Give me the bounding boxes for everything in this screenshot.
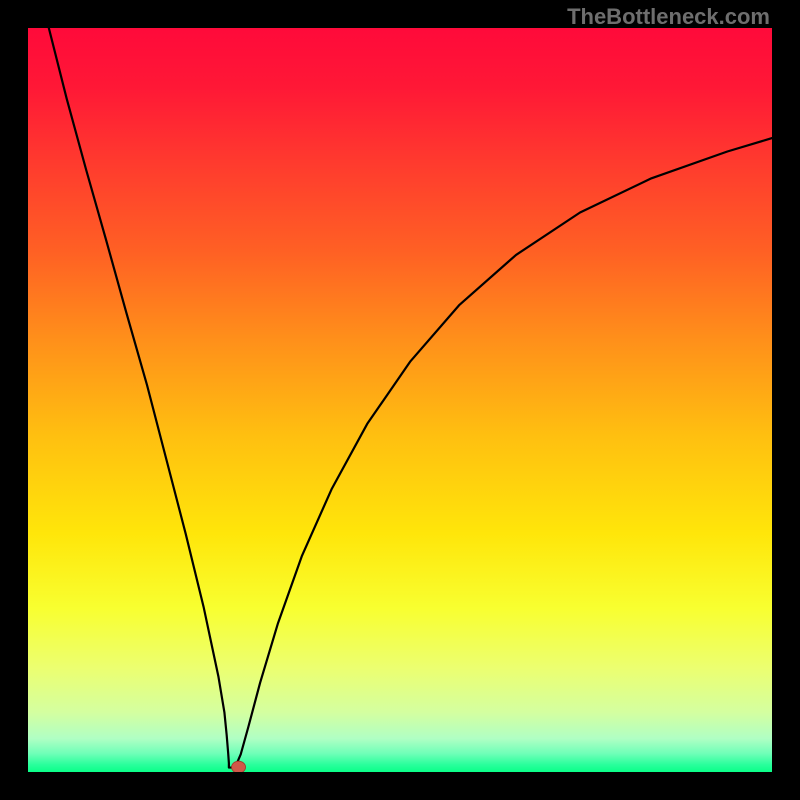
plot-background-gradient xyxy=(28,28,772,772)
bottleneck-chart xyxy=(28,28,772,772)
minimum-marker xyxy=(232,761,246,772)
watermark-text: TheBottleneck.com xyxy=(567,4,770,30)
